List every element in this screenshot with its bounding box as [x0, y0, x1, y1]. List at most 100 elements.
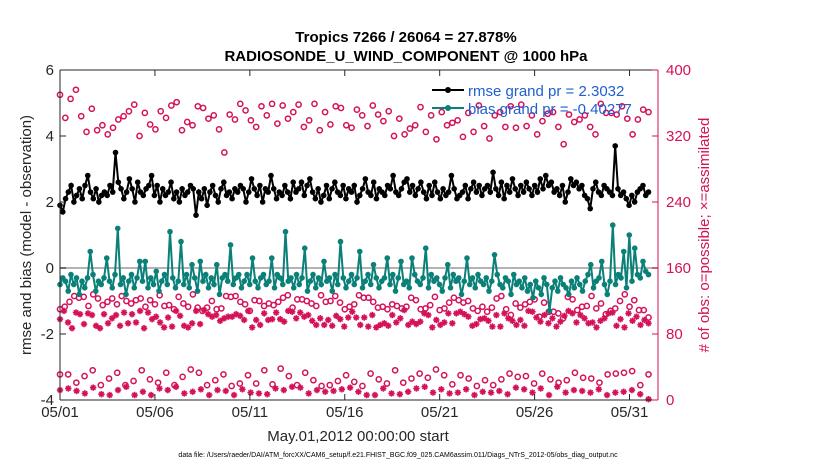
bias-point — [244, 271, 250, 278]
bias-point — [208, 275, 215, 281]
rmse-point — [431, 179, 438, 185]
obs_possible_upper-marker — [178, 126, 186, 134]
obs_possible_low-marker — [498, 376, 505, 383]
obs_assimilated_upper-marker — [248, 324, 256, 331]
obs_possible_low-marker — [187, 366, 195, 373]
obs_assimilated_low-marker — [496, 387, 503, 395]
rmse-point — [615, 186, 621, 192]
obs_possible_lower-marker — [445, 299, 453, 306]
data-file-footer: data file: /Users/raeder/DAI/ATM_forcXX/… — [178, 452, 618, 459]
obs_assimilated_low-marker — [578, 387, 586, 395]
obs_assimilated_low-marker — [297, 384, 304, 391]
obs_assimilated_upper-marker — [617, 315, 624, 323]
rmse-point — [598, 192, 605, 199]
bias-point — [464, 255, 470, 261]
bias-point — [90, 271, 96, 278]
obs_possible_low-marker — [326, 381, 334, 389]
rmse-point — [90, 195, 97, 202]
obs_assimilated_upper-marker — [433, 316, 440, 324]
obs_assimilated_upper-marker — [104, 320, 112, 327]
obs_assimilated_upper-marker — [120, 309, 128, 316]
bias-point — [373, 275, 380, 281]
obs_possible_low-marker — [473, 382, 481, 390]
obs_possible_upper-marker — [486, 135, 493, 142]
y-axis-right-label: # of obs: o=possible; ×=assimilated — [696, 118, 713, 353]
obs_possible_upper-marker — [427, 112, 435, 119]
bias-point — [557, 275, 564, 281]
bias-point — [585, 271, 591, 278]
rmse-point — [468, 186, 474, 192]
obs_assimilated_upper-marker — [389, 311, 396, 319]
rmse-point — [362, 176, 369, 182]
obs_assimilated_upper-marker — [465, 313, 472, 320]
obs_assimilated_upper-marker — [196, 320, 204, 328]
obs_possible_upper-marker — [374, 111, 382, 118]
obs_assimilated_low-marker — [247, 389, 254, 396]
obs_possible_low-marker — [179, 373, 186, 381]
bias-point — [428, 271, 435, 278]
bias-point — [516, 278, 523, 285]
obs_possible_upper-marker — [263, 112, 271, 119]
obs_possible_low-marker — [146, 376, 154, 383]
bias-point — [158, 278, 165, 285]
obs_possible_upper-marker — [507, 102, 515, 110]
rmse-point — [270, 186, 277, 192]
obs_assimilated_upper-marker — [593, 324, 600, 331]
rmse-point — [357, 192, 363, 199]
obs_possible_upper-marker — [342, 121, 350, 129]
rmse-point — [412, 192, 419, 199]
obs_assimilated_low-marker — [89, 384, 97, 391]
obs_possible_upper-marker — [321, 108, 329, 116]
obs_possible_low-marker — [162, 369, 170, 377]
obs_assimilated_low-marker — [305, 390, 312, 397]
obs_possible_low-marker — [211, 376, 219, 384]
obs_assimilated_low-marker — [222, 387, 229, 395]
obs_possible_upper-marker — [104, 131, 112, 138]
rmse-point — [590, 186, 596, 192]
obs_possible_low-marker — [252, 380, 260, 387]
rmse-point — [420, 189, 427, 195]
obs_assimilated_low-marker — [487, 389, 495, 396]
obs_possible_upper-marker — [199, 104, 207, 112]
obs_assimilated_upper-marker — [573, 319, 580, 326]
obs_assimilated_upper-marker — [309, 317, 316, 324]
obs_assimilated_upper-marker — [353, 314, 360, 321]
rmse-point — [587, 205, 594, 212]
bias-point — [156, 288, 162, 294]
obs_possible_lower-marker — [616, 297, 624, 305]
rmse-point — [448, 172, 455, 179]
obs_assimilated_upper-marker — [449, 320, 456, 327]
obs_possible_upper-marker — [560, 140, 568, 148]
obs_possible_low-marker — [563, 376, 571, 384]
obs_possible_lower-marker — [498, 292, 505, 300]
obs_assimilated_low-marker — [139, 388, 147, 395]
rmse-point — [121, 195, 127, 202]
rmse-point — [437, 195, 444, 202]
obs_assimilated_upper-marker — [393, 319, 400, 326]
rmse-point — [534, 189, 541, 195]
obs_assimilated_low-marker — [189, 388, 196, 395]
obs_possible_upper-marker — [348, 124, 355, 132]
obs_assimilated_upper-marker — [517, 316, 524, 324]
obs_assimilated_upper-marker — [128, 311, 136, 318]
obs_possible_upper-marker — [305, 116, 313, 124]
bias-point — [62, 278, 69, 285]
bias-point — [65, 288, 72, 294]
obs_possible_upper-marker — [549, 108, 557, 116]
bias-point — [406, 285, 413, 291]
obs_assimilated_upper-marker — [341, 323, 348, 330]
obs_possible_upper-marker — [523, 122, 530, 130]
rmse-point — [476, 182, 482, 189]
bias-point — [590, 285, 597, 291]
rmse-point — [229, 195, 235, 202]
rmse-point — [76, 186, 83, 192]
y-ticks-left: -4 -2 0 2 4 6 — [41, 62, 66, 409]
rmse-point — [542, 172, 549, 179]
bias-point — [359, 285, 366, 291]
obs_assimilated_upper-marker — [441, 319, 448, 326]
obs_possible_upper-marker — [268, 100, 276, 108]
rmse-point — [82, 182, 88, 189]
obs_assimilated_low-marker — [462, 386, 470, 393]
obs_assimilated_upper-marker — [321, 321, 328, 329]
obs_assimilated_upper-marker — [60, 307, 68, 315]
